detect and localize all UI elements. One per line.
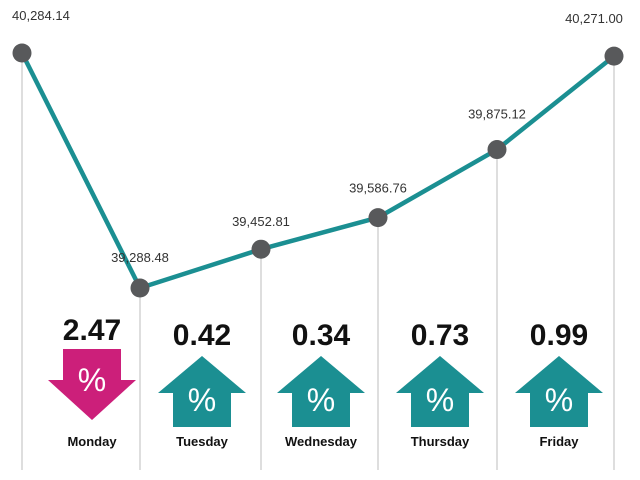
up-arrow-icon [277,356,365,427]
data-value-label: 39,586.76 [349,181,407,196]
change-panel-tuesday: 0.42% Tuesday [158,319,246,449]
data-point [487,140,507,160]
up-arrow-icon [396,356,484,427]
change-panel-friday: 0.99% Friday [515,319,603,449]
data-point-markers [12,43,624,298]
data-value-label: 39,288.48 [111,250,169,265]
data-point [12,43,32,63]
data-point [251,239,271,259]
change-panel-wednesday: 0.34% Wednesday [277,319,365,449]
day-label: Wednesday [285,434,358,449]
index-series [19,50,617,291]
data-value-label: 39,875.12 [468,107,526,122]
percent-change-value: 0.73 [411,319,469,352]
data-value-label: 40,271.00 [565,11,623,26]
day-label: Monday [67,434,117,449]
data-point [604,46,624,66]
percent-sign: % [426,382,454,418]
percent-change-value: 0.42 [173,319,231,352]
up-arrow-icon [515,356,603,427]
change-panel-monday: 2.47% Monday [48,314,136,449]
data-value-label: 40,284.14 [12,8,70,23]
guide-lines [21,53,615,470]
day-label: Tuesday [176,434,229,449]
day-label: Friday [539,434,579,449]
percent-change-value: 0.34 [292,319,351,352]
percent-sign: % [78,362,106,398]
series-line [19,50,617,291]
percent-change-value: 0.99 [530,319,588,352]
data-value-labels: 40,284.14 39,288.48 39,452.81 39,586.76 39,8… [12,8,623,265]
percent-sign: % [545,382,573,418]
change-panel-thursday: 0.73% Thursday [396,319,484,449]
day-label: Thursday [411,434,470,449]
data-value-label: 39,452.81 [232,214,290,229]
daily-change-panels: 2.47% Monday 0.42% Tuesday 0.34% Wednesday 0.7… [48,314,603,449]
percent-sign: % [307,382,335,418]
up-arrow-icon [158,356,246,427]
percent-change-value: 2.47 [63,314,121,347]
data-point [130,278,150,298]
down-arrow-icon [48,349,136,420]
data-point [368,208,388,228]
percent-sign: % [188,382,216,418]
